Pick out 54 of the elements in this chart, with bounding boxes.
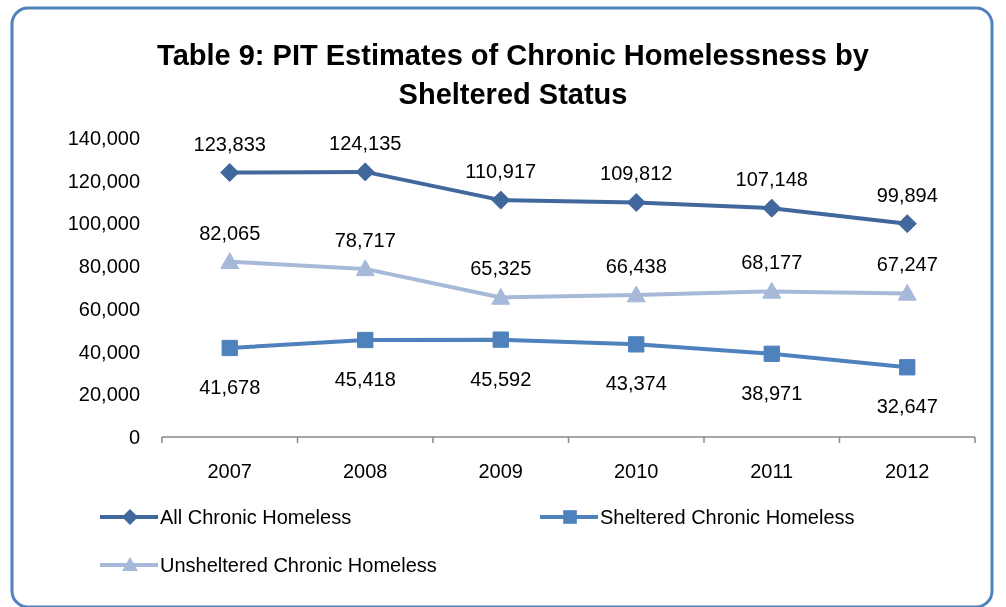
- data-label: 109,812: [600, 162, 673, 185]
- y-tick-label: 100,000: [67, 212, 140, 235]
- x-tick-label: 2011: [750, 460, 794, 482]
- point: [763, 345, 780, 362]
- point: [355, 259, 375, 277]
- point: [897, 214, 917, 234]
- data-label: 124,135: [329, 131, 402, 154]
- point: [221, 339, 238, 357]
- data-label: 65,325: [470, 257, 532, 280]
- data-label: 78,717: [334, 228, 396, 251]
- legend-label: Unsheltered Chronic Homeless: [160, 554, 437, 576]
- data-label: 99,894: [876, 183, 938, 206]
- point: [626, 285, 646, 303]
- y-tick-label: 120,000: [67, 169, 140, 192]
- point: [492, 331, 509, 348]
- data-label: 43,374: [605, 372, 667, 395]
- data-label: 66,438: [605, 255, 667, 278]
- y-tick-label: 60,000: [78, 297, 140, 320]
- data-label: 110,917: [465, 160, 537, 183]
- point: [357, 331, 374, 349]
- x-tick-label: 2007: [207, 460, 252, 482]
- point: [491, 287, 511, 305]
- point: [626, 192, 646, 212]
- point: [355, 162, 375, 182]
- data-label: 68,177: [741, 251, 803, 274]
- y-tick-label: 0: [128, 426, 140, 448]
- point: [628, 336, 645, 353]
- x-tick-label: 2009: [478, 460, 523, 482]
- y-tick-label: 40,000: [78, 340, 140, 363]
- x-tick-label: 2010: [614, 460, 659, 482]
- data-label: 32,647: [876, 395, 938, 418]
- point: [762, 281, 782, 299]
- legend-label: All Chronic Homeless: [160, 506, 352, 528]
- data-label: 38,971: [741, 381, 803, 404]
- point: [220, 163, 240, 183]
- y-tick-label: 20,000: [78, 383, 140, 406]
- legend-label: Sheltered Chronic Homeless: [600, 506, 855, 528]
- data-label: 45,592: [470, 367, 532, 390]
- data-label: 41,678: [199, 375, 261, 398]
- point: [897, 283, 917, 301]
- point: [762, 198, 782, 218]
- chart-title: Table 9: PIT Estimates of Chronic Homelessness by Sheltered Status: [157, 39, 869, 110]
- data-label: 82,065: [199, 221, 261, 244]
- data-label: 123,833: [193, 132, 266, 155]
- data-label: 67,247: [876, 253, 938, 276]
- x-tick-label: 2012: [885, 460, 930, 482]
- point: [220, 252, 240, 269]
- y-tick-label: 80,000: [78, 255, 140, 278]
- y-tick-label: 140,000: [67, 127, 140, 149]
- data-label: 45,418: [334, 368, 396, 390]
- data-label: 107,148: [735, 168, 808, 191]
- point: [491, 190, 511, 210]
- x-tick-label: 2008: [343, 460, 388, 482]
- point: [899, 359, 916, 376]
